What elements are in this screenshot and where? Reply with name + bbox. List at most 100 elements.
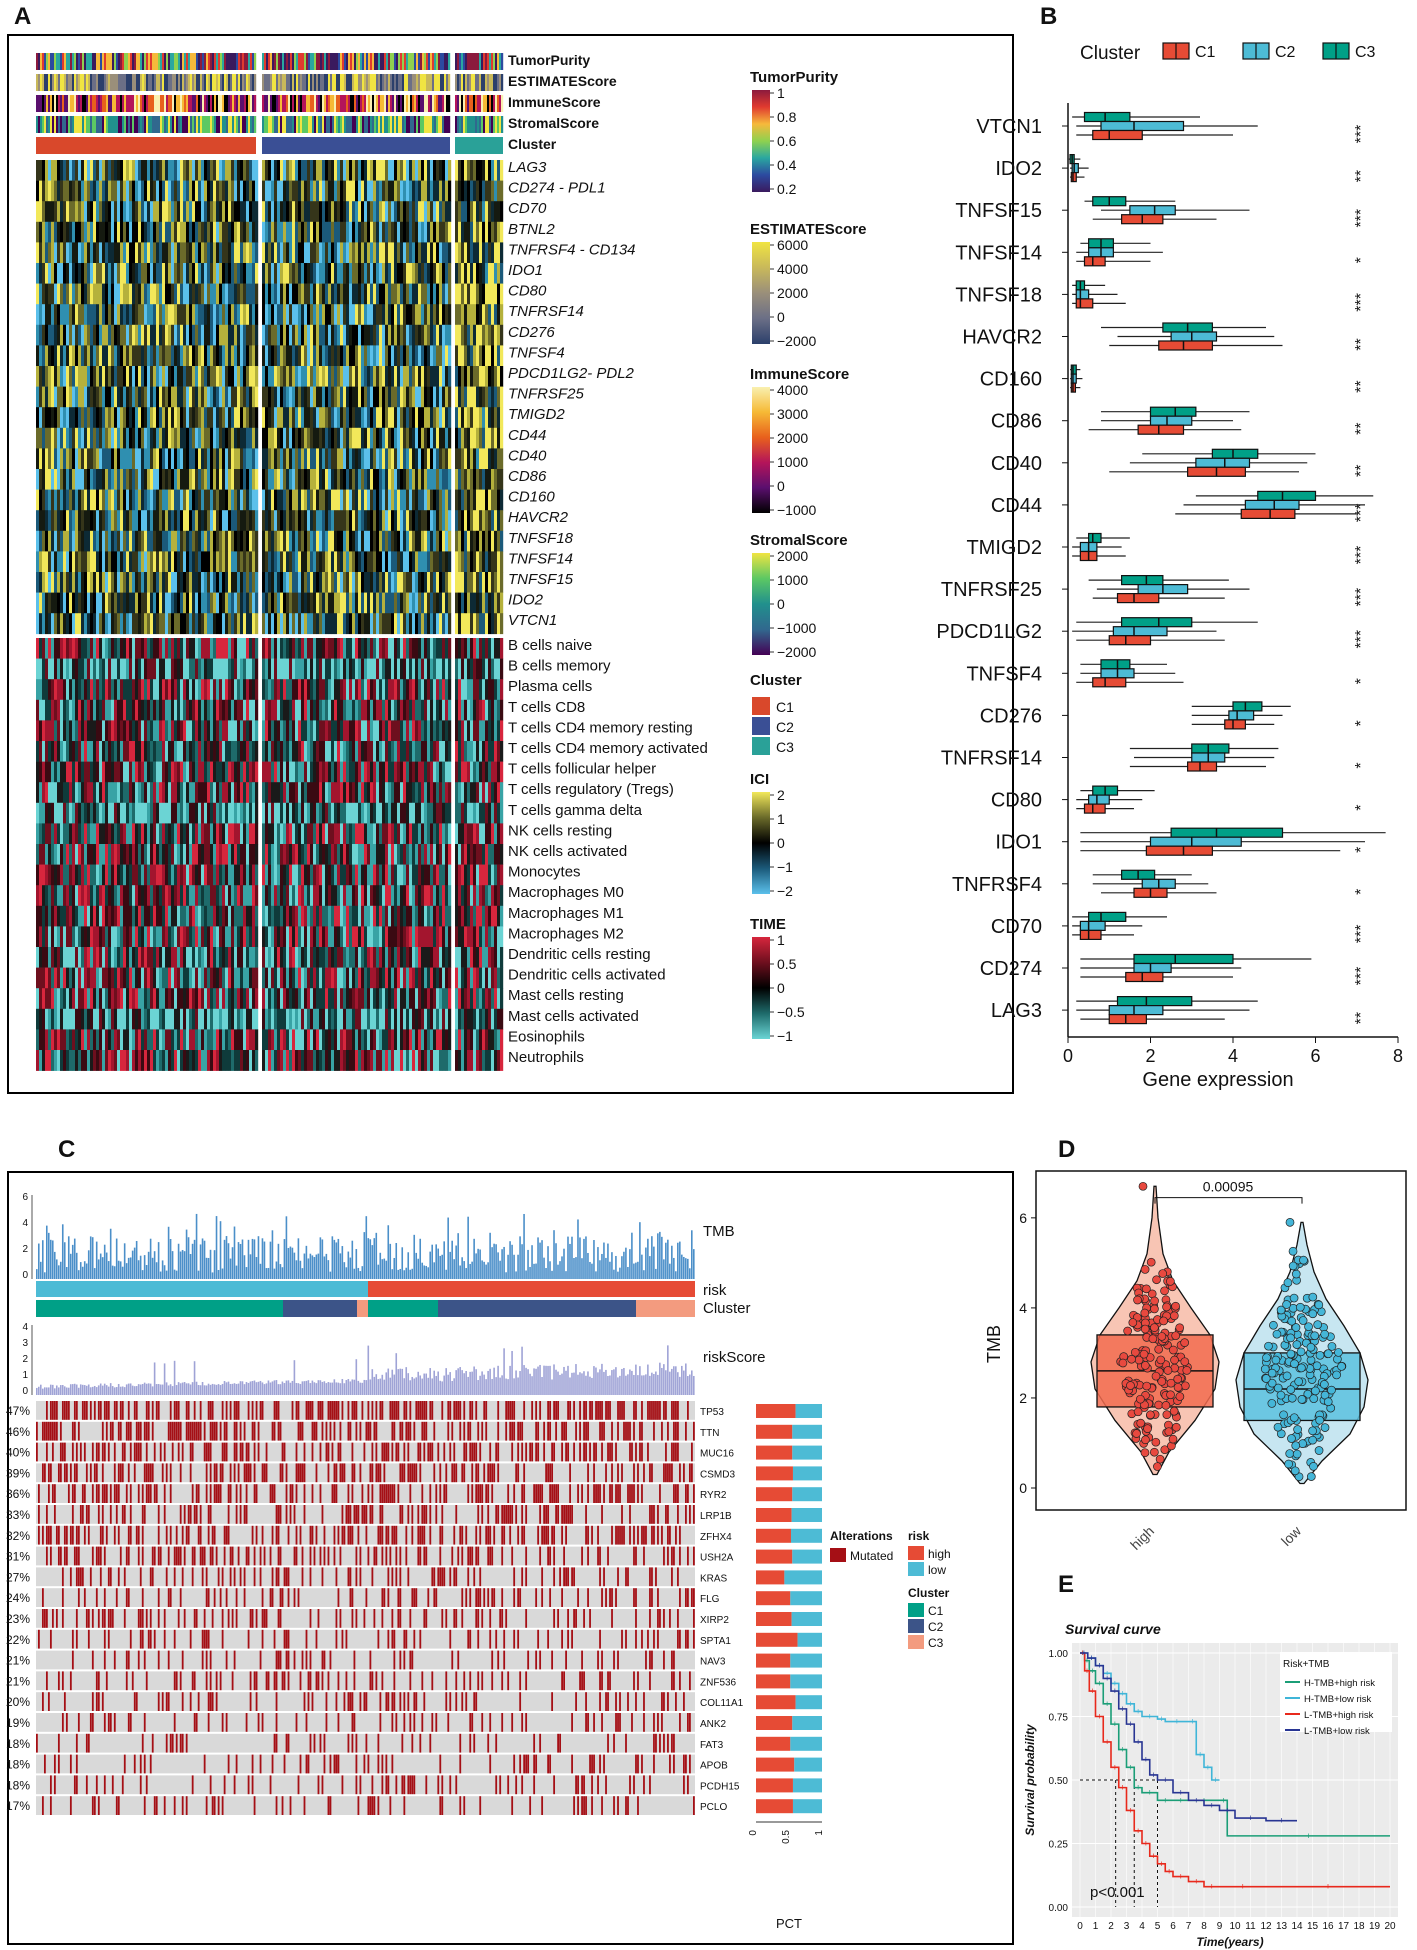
annotation-cell (420, 116, 423, 133)
heat-cell (385, 180, 389, 202)
heat-cell (358, 448, 362, 470)
heat-cell (75, 489, 79, 511)
heat-cell (159, 510, 163, 532)
heat-cell (117, 572, 121, 593)
annotation-cell (238, 116, 241, 133)
heat-cell (467, 530, 471, 552)
heat-cell (470, 345, 474, 367)
heat-cell (352, 242, 356, 264)
heat-cell (57, 551, 61, 573)
heat-cell (150, 741, 154, 762)
heat-cell (252, 489, 256, 511)
heat-cell (458, 572, 462, 593)
annotation-cell (414, 74, 417, 91)
heat-cell (132, 613, 136, 635)
annotation-cell (326, 53, 329, 70)
heat-cell (445, 613, 449, 635)
heat-cell (192, 741, 196, 762)
heat-cell (367, 201, 371, 223)
heat-cell (174, 720, 178, 742)
heat-cell (237, 551, 241, 573)
heat-cell (382, 592, 386, 614)
heat-cell (171, 720, 175, 742)
heat-cell (243, 761, 247, 783)
heat-cell (60, 741, 64, 762)
heat-cell (430, 324, 434, 346)
heat-cell (307, 304, 311, 326)
heat-cell (36, 638, 40, 659)
heat-cell (322, 551, 326, 573)
annotation-cell (86, 53, 89, 70)
heat-cell (240, 469, 244, 490)
heat-cell (403, 489, 407, 511)
heat-cell (430, 448, 434, 470)
heat-cell (319, 160, 323, 181)
heat-cell (274, 201, 278, 223)
heat-cell (436, 160, 440, 181)
heat-cell (262, 489, 266, 511)
annotation-cell (142, 74, 145, 91)
heat-cell (132, 242, 136, 264)
heat-cell (349, 366, 353, 387)
heat-cell (48, 324, 52, 346)
heat-cell (138, 283, 142, 305)
annotation-cell (374, 53, 377, 70)
heat-cell (225, 489, 229, 511)
heat-cell (111, 345, 115, 367)
heat-cell (274, 530, 278, 552)
heat-cell (123, 551, 127, 573)
heat-cell (479, 242, 483, 264)
heat-cell (198, 160, 202, 181)
heat-cell (313, 530, 317, 552)
heat-cell (228, 221, 232, 243)
heat-cell (66, 699, 70, 721)
heat-cell (138, 160, 142, 181)
heat-cell (334, 283, 338, 305)
heat-cell (491, 324, 495, 346)
heat-cell (328, 283, 332, 305)
annotation-cell (499, 74, 502, 91)
annotation-cell (342, 95, 345, 112)
heat-cell (192, 658, 196, 680)
heat-cell (195, 699, 199, 721)
heat-cell (262, 201, 266, 223)
annotation-track-strip (262, 95, 451, 112)
heat-cell (352, 180, 356, 202)
annotation-cell (294, 74, 297, 91)
heat-cell (415, 263, 419, 284)
heat-cell (418, 510, 422, 532)
heat-cell (316, 572, 320, 593)
heat-cell (156, 613, 160, 635)
heat-cell (391, 592, 395, 614)
heat-cell (54, 699, 58, 721)
heat-cell (352, 201, 356, 223)
heat-cell (482, 469, 486, 490)
heat-cell (183, 345, 187, 367)
heat-cell (397, 510, 401, 532)
heat-cell (183, 221, 187, 243)
heat-cell (168, 761, 172, 783)
annotation-cell (164, 95, 167, 112)
heat-cell (177, 448, 181, 470)
heat-cell (87, 720, 91, 742)
heat-cell (72, 720, 76, 742)
annotation-cell (66, 53, 69, 70)
annotation-cell (182, 74, 185, 91)
heat-cell (69, 741, 73, 762)
heat-cell (225, 572, 229, 593)
heat-cell (180, 180, 184, 202)
heat-cell (319, 221, 323, 243)
heat-cell (436, 407, 440, 429)
heat-cell (204, 592, 208, 614)
annotation-cell (354, 53, 357, 70)
heat-cell (304, 489, 308, 511)
heat-cell (219, 242, 223, 264)
heat-cell (87, 679, 91, 701)
heat-cell (213, 263, 217, 284)
heat-cell (93, 679, 97, 701)
heat-cell (120, 324, 124, 346)
heat-cell (479, 551, 483, 573)
ici-gene-label: TNFRSF14 (508, 303, 584, 320)
heat-cell (249, 160, 253, 181)
annotation-cell (495, 53, 498, 70)
